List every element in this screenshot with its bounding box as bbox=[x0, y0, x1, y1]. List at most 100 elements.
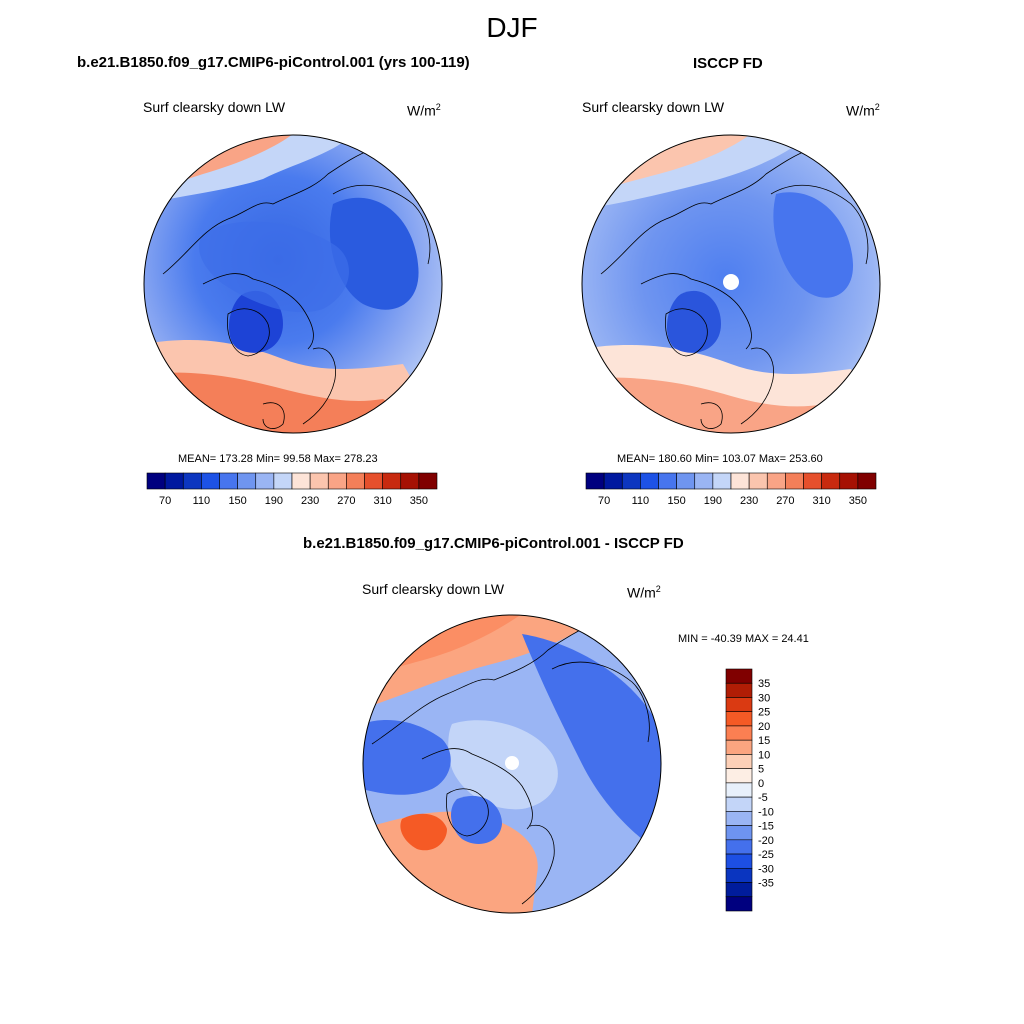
obs-panel-title: ISCCP FD bbox=[693, 55, 763, 72]
obs-colorbar: 70 110 150 190 230 270 310 350 bbox=[585, 472, 877, 507]
model-colorbar-swatch bbox=[237, 472, 257, 490]
diff-colorbar-swatch bbox=[725, 711, 753, 727]
model-colorbar-swatch bbox=[327, 472, 347, 490]
obs-colorbar-tick-label: 110 bbox=[632, 495, 650, 507]
obs-colorbar-swatch bbox=[603, 472, 623, 490]
diff-canada-cold bbox=[363, 719, 451, 795]
diff-colorbar-tick-label: -25 bbox=[758, 849, 774, 861]
diff-coastlines bbox=[371, 625, 650, 905]
model-coastlines bbox=[162, 148, 431, 429]
season-title: DJF bbox=[486, 12, 538, 43]
model-colorbar-swatch bbox=[182, 472, 202, 490]
diff-polar-gap bbox=[505, 756, 519, 770]
diff-colorbar-swatch bbox=[725, 882, 753, 898]
diff-colorbar-tick-label: 10 bbox=[758, 749, 770, 761]
diff-colorbar-swatch bbox=[725, 682, 753, 698]
obs-stats: MEAN= 180.60 Min= 103.07 Max= 253.60 bbox=[617, 453, 823, 465]
diff-field-label: Surf clearsky down LW bbox=[362, 581, 505, 597]
model-colorbar-swatch bbox=[418, 472, 438, 490]
diff-colorbar-swatch bbox=[725, 768, 753, 784]
diff-colorbar-tick-label: -10 bbox=[758, 806, 774, 818]
obs-colorbar-tick-label: 310 bbox=[812, 495, 830, 507]
model-colorbar-swatch bbox=[346, 472, 365, 490]
diff-colorbar-tick-label: 15 bbox=[758, 735, 770, 747]
diff-colorbar-tick-label: 5 bbox=[758, 764, 764, 776]
model-stats: MEAN= 173.28 Min= 99.58 Max= 278.23 bbox=[178, 453, 378, 465]
model-colorbar-swatch bbox=[146, 472, 166, 490]
model-colorbar-swatch bbox=[255, 472, 275, 490]
diff-colorbar-tick-label: 0 bbox=[758, 778, 764, 790]
obs-colorbar-swatch bbox=[821, 472, 841, 490]
diff-colorbar-tick-label: -15 bbox=[758, 821, 774, 833]
obs-colorbar-tick-label: 270 bbox=[776, 495, 794, 507]
diff-colorbar-swatch bbox=[725, 739, 753, 755]
diff-colorbar-tick-label: 30 bbox=[758, 692, 770, 704]
obs-colorbar-tick-label: 150 bbox=[667, 495, 685, 507]
model-colorbar-tick-label: 150 bbox=[228, 495, 246, 507]
obs-field-label: Surf clearsky down LW bbox=[582, 99, 725, 115]
obs-colorbar-swatch bbox=[640, 472, 659, 490]
diff-colorbar-tick-label: -35 bbox=[758, 878, 774, 890]
diff-units-label: W/m2 bbox=[627, 584, 661, 601]
diff-colorbar-tick-label: 25 bbox=[758, 707, 770, 719]
diff-colorbar-swatch bbox=[725, 697, 753, 713]
obs-colorbar-tick-label: 70 bbox=[598, 495, 610, 507]
diff-colorbar-swatch bbox=[725, 668, 753, 684]
diff-arctic-near-zero bbox=[448, 720, 558, 810]
diff-colorbar-swatch bbox=[725, 796, 753, 812]
obs-colorbar-swatch bbox=[839, 472, 859, 490]
model-colorbar-swatch bbox=[164, 472, 184, 490]
obs-colorbar-tick-label: 190 bbox=[704, 495, 722, 507]
diff-colorbar-swatch bbox=[725, 867, 753, 883]
obs-colorbar-swatch bbox=[621, 472, 641, 490]
diff-colorbar-tick-label: 35 bbox=[758, 678, 770, 690]
obs-colorbar-swatch bbox=[766, 472, 786, 490]
obs-coastlines bbox=[600, 148, 869, 429]
diff-colorbar-tick-label: 20 bbox=[758, 721, 770, 733]
diff-colorbar-swatch bbox=[725, 782, 753, 798]
model-colorbar-tick-label: 310 bbox=[373, 495, 391, 507]
diff-siberia-cold bbox=[522, 634, 661, 854]
model-colorbar-swatch bbox=[364, 472, 383, 490]
model-colorbar-swatch bbox=[219, 472, 238, 490]
model-units-label: W/m2 bbox=[407, 102, 441, 119]
obs-polar-map bbox=[581, 134, 881, 434]
obs-colorbar-swatch bbox=[748, 472, 768, 490]
diff-colorbar-swatch bbox=[725, 839, 753, 855]
model-colorbar-swatch bbox=[201, 472, 220, 490]
model-colorbar-swatch bbox=[273, 472, 293, 490]
diff-polar-map bbox=[362, 614, 662, 914]
diff-colorbar-tick-label: -5 bbox=[758, 792, 768, 804]
obs-colorbar-swatch bbox=[694, 472, 714, 490]
model-colorbar-swatch bbox=[309, 472, 329, 490]
obs-colorbar-swatch bbox=[857, 472, 877, 490]
obs-colorbar-swatch bbox=[730, 472, 750, 490]
model-siberia-cold bbox=[329, 197, 419, 310]
model-colorbar-tick-label: 110 bbox=[193, 495, 211, 507]
diff-labrador-warm bbox=[400, 813, 447, 851]
model-colorbar: 70 110 150 190 230 270 310 350 bbox=[146, 472, 438, 507]
model-colorbar-swatch bbox=[400, 472, 420, 490]
obs-colorbar-swatch bbox=[803, 472, 822, 490]
obs-siberia-cold bbox=[773, 192, 854, 298]
obs-colorbar-tick-label: 230 bbox=[740, 495, 758, 507]
obs-colorbar-swatch bbox=[676, 472, 696, 490]
model-colorbar-tick-label: 350 bbox=[410, 495, 428, 507]
obs-colorbar-swatch bbox=[585, 472, 605, 490]
obs-map-border bbox=[581, 134, 881, 434]
diff-colorbar-swatch bbox=[725, 725, 753, 741]
diff-greenland-cold bbox=[450, 795, 502, 844]
model-panel-title: b.e21.B1850.f09_g17.CMIP6-piControl.001 … bbox=[77, 54, 470, 71]
obs-colorbar-tick-label: 350 bbox=[849, 495, 867, 507]
diff-colorbar: 35 30 25 20 15 10 5 0 -5 -10 -15 -20 -25 -30 -35 bbox=[725, 668, 774, 912]
diff-colorbar-swatch bbox=[725, 754, 753, 769]
model-colorbar-swatch bbox=[382, 472, 402, 490]
model-map-border bbox=[143, 134, 443, 434]
model-colorbar-tick-label: 230 bbox=[301, 495, 319, 507]
model-field-label: Surf clearsky down LW bbox=[143, 99, 286, 115]
diff-colorbar-swatch bbox=[725, 825, 753, 841]
obs-polar-gap bbox=[723, 274, 739, 290]
diff-stats: MIN = -40.39 MAX = 24.41 bbox=[678, 633, 809, 645]
diff-colorbar-swatch bbox=[725, 811, 753, 826]
model-colorbar-swatch bbox=[291, 472, 311, 490]
